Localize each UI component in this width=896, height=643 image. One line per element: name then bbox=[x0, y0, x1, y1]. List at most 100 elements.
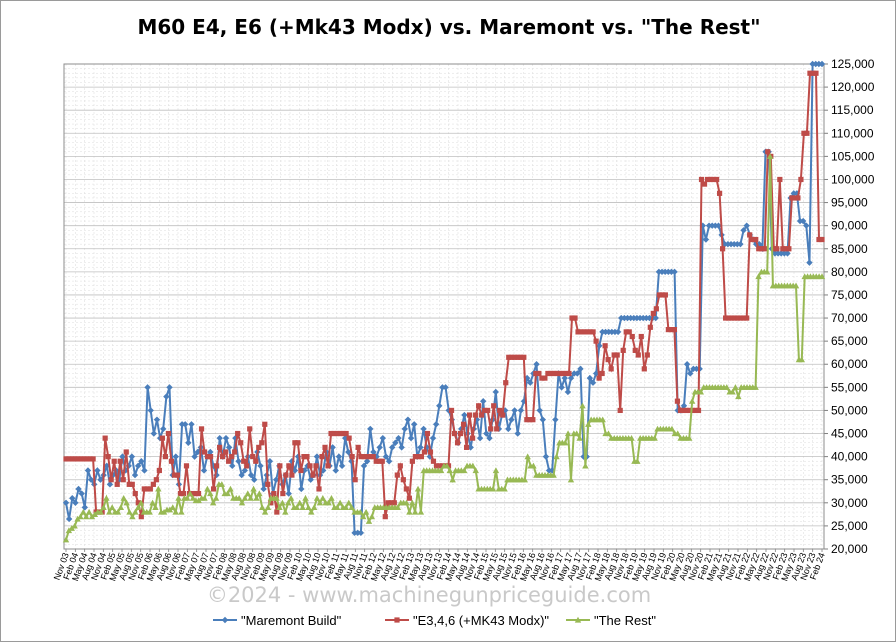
data-point bbox=[194, 448, 201, 456]
data-point bbox=[432, 421, 440, 428]
data-point bbox=[573, 430, 580, 437]
data-point bbox=[732, 384, 739, 390]
data-point bbox=[762, 246, 768, 252]
data-point bbox=[337, 430, 343, 437]
data-point bbox=[486, 434, 493, 442]
data-point bbox=[227, 485, 234, 492]
data-point bbox=[106, 508, 113, 515]
data-point bbox=[732, 315, 738, 321]
gridlines-y bbox=[64, 63, 824, 550]
data-point bbox=[117, 504, 125, 511]
y-tick-label: 20,000 bbox=[831, 542, 868, 556]
data-point bbox=[97, 508, 104, 515]
data-point bbox=[574, 616, 582, 623]
data-point bbox=[735, 393, 742, 400]
data-point bbox=[457, 430, 464, 437]
data-point bbox=[497, 407, 503, 414]
data-point bbox=[368, 513, 376, 520]
data-point bbox=[421, 449, 428, 455]
data-point bbox=[385, 458, 393, 465]
data-point bbox=[454, 440, 461, 446]
data-point bbox=[549, 467, 556, 474]
data-point bbox=[483, 430, 490, 437]
data-point bbox=[407, 434, 415, 442]
data-point bbox=[786, 246, 792, 252]
data-point bbox=[723, 315, 729, 321]
data-point bbox=[798, 176, 804, 183]
data-point bbox=[87, 456, 93, 462]
data-point bbox=[557, 370, 563, 377]
data-point bbox=[564, 388, 572, 396]
data-point bbox=[806, 259, 813, 266]
data-point bbox=[301, 454, 307, 460]
data-point bbox=[460, 421, 467, 427]
data-point bbox=[280, 490, 286, 497]
data-point bbox=[238, 440, 244, 446]
data-point bbox=[111, 458, 117, 464]
y-tick-label: 100,000 bbox=[831, 172, 875, 186]
data-point bbox=[536, 407, 543, 414]
data-point bbox=[207, 490, 214, 497]
data-point bbox=[766, 153, 774, 159]
data-point bbox=[723, 384, 730, 390]
data-point bbox=[530, 417, 536, 423]
data-point bbox=[720, 246, 726, 252]
data-point bbox=[298, 485, 305, 493]
data-point bbox=[355, 444, 361, 450]
data-point bbox=[575, 329, 581, 335]
data-point bbox=[97, 476, 104, 483]
data-point bbox=[296, 499, 303, 506]
data-point bbox=[367, 454, 373, 460]
data-point bbox=[554, 370, 560, 377]
data-point bbox=[581, 329, 587, 335]
data-point bbox=[628, 434, 635, 441]
data-point bbox=[247, 471, 255, 479]
data-point bbox=[686, 434, 693, 441]
data-point bbox=[144, 486, 150, 492]
data-point bbox=[271, 490, 277, 497]
y-tick-label: 35,000 bbox=[831, 473, 868, 487]
data-point bbox=[84, 456, 90, 462]
data-point bbox=[201, 449, 208, 455]
data-point bbox=[85, 508, 93, 515]
data-point bbox=[674, 430, 681, 437]
data-point bbox=[473, 412, 479, 418]
data-point bbox=[442, 384, 449, 391]
data-point bbox=[155, 485, 162, 492]
data-point bbox=[201, 494, 208, 501]
data-point bbox=[357, 508, 364, 515]
data-point bbox=[348, 504, 355, 511]
data-point bbox=[307, 463, 313, 469]
y-tick-label: 75,000 bbox=[831, 288, 868, 302]
data-point bbox=[436, 463, 443, 469]
data-point bbox=[514, 430, 521, 437]
data-point bbox=[191, 453, 198, 460]
data-point bbox=[382, 514, 388, 520]
data-point bbox=[689, 407, 696, 414]
data-point bbox=[141, 486, 147, 492]
data-point bbox=[100, 504, 107, 511]
data-point bbox=[539, 375, 545, 381]
data-point bbox=[379, 458, 385, 464]
data-point bbox=[261, 508, 269, 515]
data-point bbox=[349, 454, 355, 460]
data-point bbox=[553, 453, 560, 460]
y-axis-labels: 20,000 25,000 30,000 35,000 40,000 45,000 50,0… bbox=[824, 57, 875, 556]
data-point bbox=[701, 181, 708, 187]
data-point bbox=[66, 456, 72, 462]
data-point bbox=[265, 481, 271, 487]
data-point bbox=[650, 310, 656, 317]
data-point bbox=[668, 326, 675, 333]
data-point bbox=[508, 416, 515, 423]
data-point bbox=[750, 236, 756, 243]
data-point bbox=[75, 485, 82, 493]
data-point bbox=[539, 416, 547, 423]
data-point bbox=[409, 458, 415, 464]
data-point bbox=[331, 430, 337, 437]
data-point bbox=[160, 425, 167, 433]
data-point bbox=[765, 149, 771, 155]
data-point bbox=[488, 426, 494, 432]
y-tick-label: 80,000 bbox=[831, 265, 868, 279]
data-point bbox=[485, 407, 491, 414]
data-point bbox=[316, 499, 324, 506]
